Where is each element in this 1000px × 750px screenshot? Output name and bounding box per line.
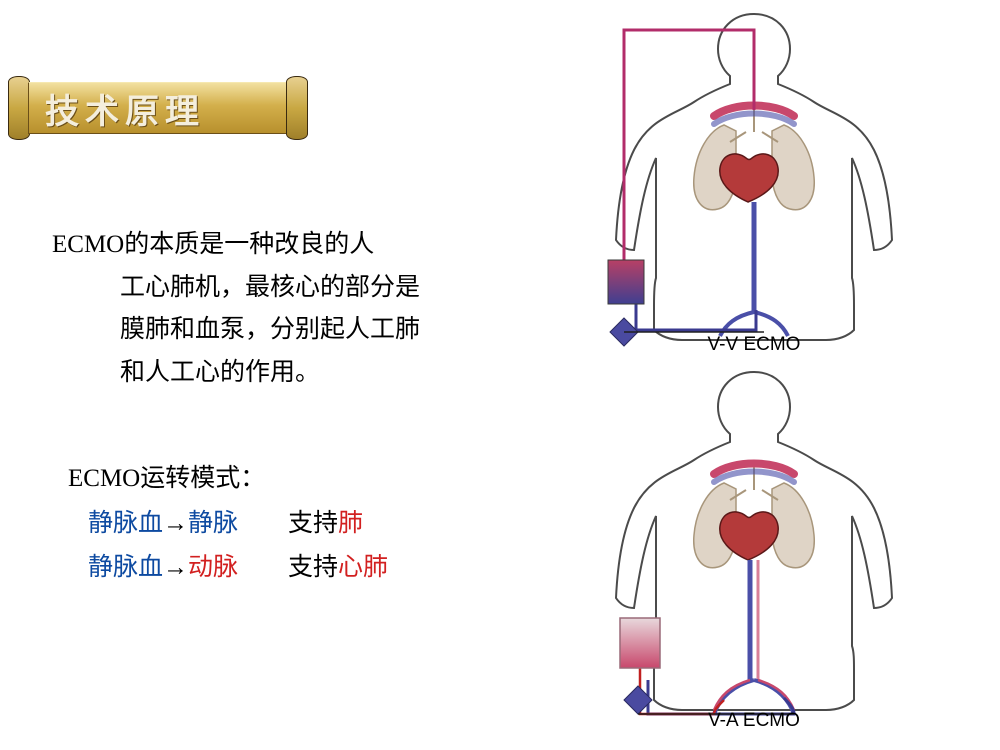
mode-segment: 支持: [238, 510, 338, 537]
mode-segment: →: [163, 554, 188, 581]
para1-line3: 膜肺和血泵，分别起人工肺: [52, 309, 512, 352]
va-ecmo-diagram: [564, 368, 944, 738]
mode-line-vv: 静脉血→静脉 支持肺: [52, 503, 512, 546]
body-text-block: ECMO的本质是一种改良的人 工心肺机，最核心的部分是 膜肺和血泵，分别起人工肺…: [52, 224, 512, 590]
mode-line-va: 静脉血→动脉 支持心肺: [52, 547, 512, 590]
figure-vv-ecmo: V-V ECMO: [564, 10, 944, 362]
figure-va-ecmo: V-A ECMO: [564, 368, 944, 738]
mode-segment: 静脉: [188, 510, 238, 537]
scroll-midsection: 技术原理: [28, 82, 288, 134]
banner-title: 技术原理: [45, 84, 205, 133]
para1-line2: 工心肺机，最核心的部分是: [52, 267, 512, 310]
oxygenator-box: [608, 260, 644, 304]
figure-vv-caption: V-V ECMO: [564, 334, 944, 356]
scroll-end-right: [286, 76, 308, 140]
mode-segment: 动脉: [188, 554, 238, 581]
vv-ecmo-diagram: [564, 10, 944, 362]
figure-va-caption: V-A ECMO: [564, 710, 944, 732]
mode-segment: 静脉血: [88, 510, 163, 537]
mode-segment: 肺: [338, 510, 363, 537]
modes-heading: ECMO运转模式：: [52, 458, 512, 501]
paragraph-1: ECMO的本质是一种改良的人 工心肺机，最核心的部分是 膜肺和血泵，分别起人工肺…: [52, 224, 512, 394]
mode-segment: 静脉血: [88, 554, 163, 581]
figures-column: V-V ECMO: [564, 10, 944, 738]
scroll-end-left: [8, 76, 30, 140]
oxygenator-box: [620, 618, 660, 668]
para1-line4: 和人工心的作用。: [52, 352, 512, 395]
mode-segment: 心肺: [338, 554, 388, 581]
mode-segment: 支持: [238, 554, 338, 581]
title-scroll-banner: 技术原理: [8, 76, 308, 140]
para1-line1: ECMO的本质是一种改良的人: [52, 231, 374, 258]
mode-segment: →: [163, 510, 188, 537]
modes-block: ECMO运转模式： 静脉血→静脉 支持肺 静脉血→动脉 支持心肺: [52, 458, 512, 590]
